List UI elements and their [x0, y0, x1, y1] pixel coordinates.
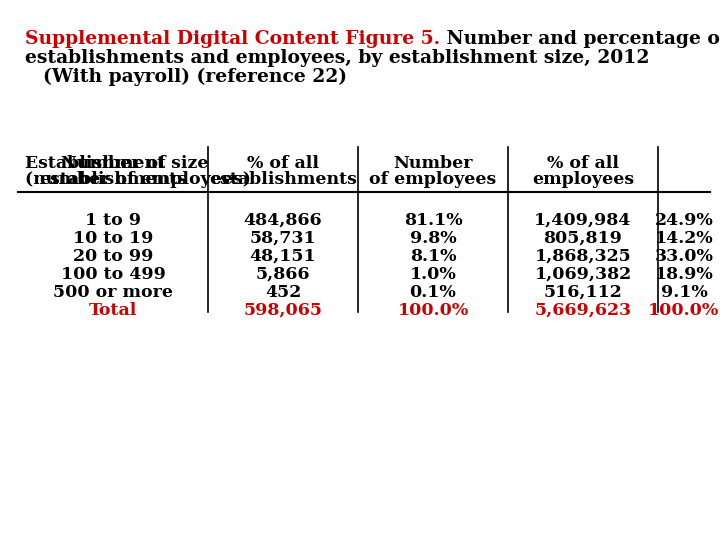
- Text: 81.1%: 81.1%: [404, 212, 462, 229]
- Text: 100.0%: 100.0%: [397, 302, 469, 319]
- Text: 1,868,325: 1,868,325: [535, 248, 631, 265]
- Text: % of all: % of all: [247, 155, 319, 172]
- Text: Establishment size: Establishment size: [25, 155, 209, 172]
- Text: 14.2%: 14.2%: [654, 230, 714, 247]
- Text: 805,819: 805,819: [544, 230, 622, 247]
- Text: 8.1%: 8.1%: [410, 248, 456, 265]
- Text: 598,065: 598,065: [243, 302, 323, 319]
- Text: 33.0%: 33.0%: [654, 248, 714, 265]
- Text: Number of: Number of: [60, 155, 166, 172]
- Text: 1,409,984: 1,409,984: [534, 212, 631, 229]
- Text: Total: Total: [89, 302, 138, 319]
- Text: 452: 452: [265, 284, 301, 301]
- Text: 1.0%: 1.0%: [410, 266, 456, 283]
- Text: 48,151: 48,151: [250, 248, 316, 265]
- Text: 0.1%: 0.1%: [410, 284, 456, 301]
- Text: establishments: establishments: [39, 171, 187, 188]
- Text: 9.1%: 9.1%: [661, 284, 707, 301]
- Text: 9.8%: 9.8%: [410, 230, 456, 247]
- Text: 58,731: 58,731: [250, 230, 316, 247]
- Text: 100 to 499: 100 to 499: [60, 266, 166, 283]
- Text: 100.0%: 100.0%: [649, 302, 719, 319]
- Text: 20 to 99: 20 to 99: [73, 248, 153, 265]
- Text: employees: employees: [532, 171, 634, 188]
- Text: (With payroll) (reference 22): (With payroll) (reference 22): [43, 68, 347, 86]
- Text: establishments and employees, by establishment size, 2012: establishments and employees, by establi…: [25, 49, 649, 67]
- Text: 5,866: 5,866: [256, 266, 310, 283]
- Text: 484,866: 484,866: [243, 212, 323, 229]
- Text: Number: Number: [393, 155, 473, 172]
- Text: of employees: of employees: [369, 171, 497, 188]
- Text: 1 to 9: 1 to 9: [85, 212, 141, 229]
- Text: 10 to 19: 10 to 19: [73, 230, 153, 247]
- Text: 1,069,382: 1,069,382: [534, 266, 631, 283]
- Text: 18.9%: 18.9%: [654, 266, 714, 283]
- Text: 500 or more: 500 or more: [53, 284, 173, 301]
- Text: Supplemental Digital Content Figure 5.: Supplemental Digital Content Figure 5.: [25, 30, 440, 48]
- Text: establishments: establishments: [209, 171, 357, 188]
- Text: Number and percentage of construction: Number and percentage of construction: [440, 30, 720, 48]
- Text: 516,112: 516,112: [544, 284, 622, 301]
- Text: (number of employees): (number of employees): [25, 171, 251, 188]
- Text: % of all: % of all: [547, 155, 619, 172]
- Text: 24.9%: 24.9%: [654, 212, 714, 229]
- Text: 5,669,623: 5,669,623: [534, 302, 631, 319]
